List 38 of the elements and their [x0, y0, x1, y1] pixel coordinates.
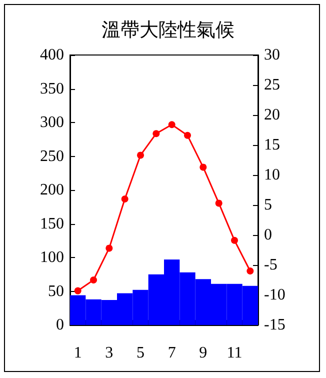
x-tick-label: 1	[74, 344, 82, 362]
point	[74, 287, 82, 294]
y-tick-label: 200	[40, 182, 64, 198]
x-tick-label: 9	[199, 344, 208, 362]
y2-tick-label: 20	[264, 106, 280, 124]
point	[215, 200, 222, 207]
y-tick-label: 250	[40, 148, 64, 165]
point	[152, 130, 160, 138]
point	[106, 244, 113, 252]
y2-tick-label: -10	[264, 286, 286, 304]
point	[137, 152, 144, 159]
point	[231, 236, 238, 244]
y2-tick-label: 30	[264, 46, 280, 64]
y2-tick-label: 0	[264, 226, 272, 244]
chart-title: 溫帶大陸性氣候	[102, 20, 234, 41]
y-tick-label: 400	[40, 46, 64, 64]
y-tick-label: 150	[40, 215, 64, 232]
y-tick-label: 350	[40, 80, 64, 98]
x-tick-label: 3	[105, 344, 114, 362]
y-tick-label: 0	[56, 316, 64, 334]
point	[200, 164, 207, 171]
y2-tick-label: -5	[264, 256, 278, 274]
point	[121, 196, 128, 202]
y2-tick-label: 15	[264, 136, 280, 154]
y2-tick-label: -15	[264, 316, 286, 334]
y-tick-label: 50	[48, 282, 64, 300]
y2-tick-label: 10	[264, 166, 280, 184]
y2-tick-label: 25	[264, 76, 280, 94]
point	[184, 132, 191, 139]
x-tick-label: 11	[226, 344, 242, 362]
point	[246, 268, 254, 274]
y-tick-label: 100	[40, 249, 64, 266]
x-tick-label: 5	[136, 344, 144, 362]
y2-tick-label: 5	[264, 196, 272, 214]
y-tick-label: 300	[40, 114, 64, 131]
point	[90, 276, 97, 284]
point	[168, 121, 176, 128]
x-tick-label: 7	[168, 344, 176, 362]
